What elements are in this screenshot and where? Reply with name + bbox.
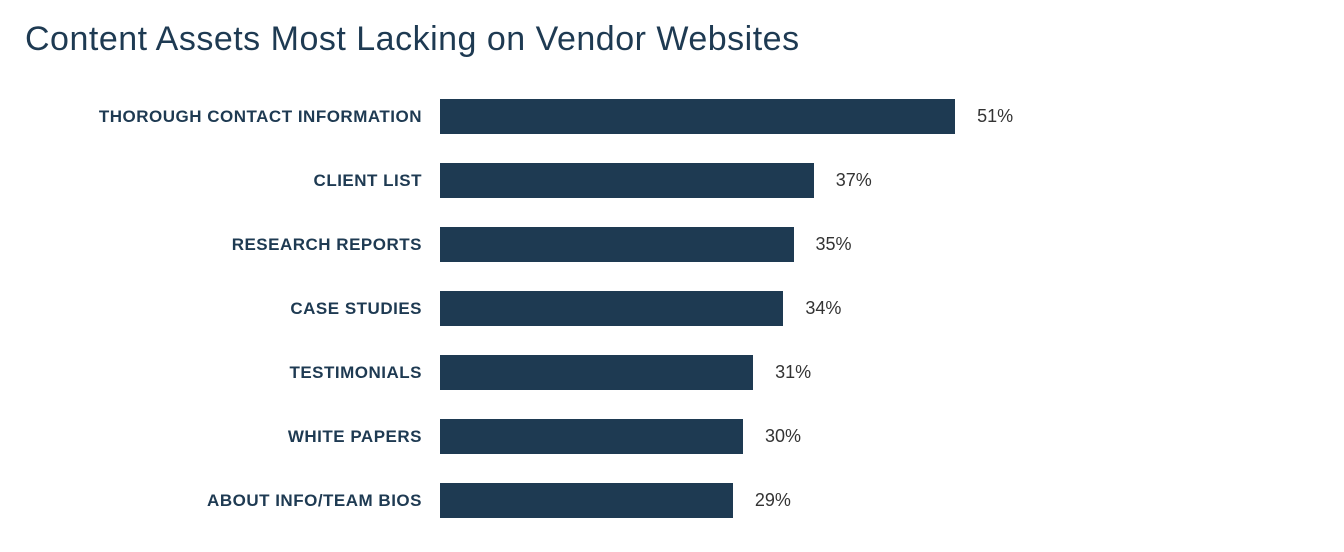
bar-row: CLIENT LIST 37% [45, 163, 1319, 198]
bar-value: 51% [977, 106, 1013, 127]
bar-value: 35% [816, 234, 852, 255]
bar-track: 30% [440, 419, 801, 454]
bar-fill [440, 419, 743, 454]
bar-row: ABOUT INFO/TEAM BIOS 29% [45, 483, 1319, 518]
bar-value: 31% [775, 362, 811, 383]
bar-value: 29% [755, 490, 791, 511]
bar-label: RESEARCH REPORTS [45, 235, 440, 255]
bar-value: 34% [805, 298, 841, 319]
bar-label: TESTIMONIALS [45, 363, 440, 383]
bar-row: TESTIMONIALS 31% [45, 355, 1319, 390]
bar-value: 37% [836, 170, 872, 191]
bar-row: CASE STUDIES 34% [45, 291, 1319, 326]
bar-track: 37% [440, 163, 872, 198]
bar-track: 35% [440, 227, 852, 262]
bars-container: THOROUGH CONTACT INFORMATION 51% CLIENT … [25, 99, 1319, 518]
bar-label: ABOUT INFO/TEAM BIOS [45, 491, 440, 511]
bar-fill [440, 483, 733, 518]
chart-title: Content Assets Most Lacking on Vendor We… [25, 20, 1319, 59]
bar-label: THOROUGH CONTACT INFORMATION [45, 107, 440, 127]
bar-label: WHITE PAPERS [45, 427, 440, 447]
bar-row: RESEARCH REPORTS 35% [45, 227, 1319, 262]
bar-fill [440, 227, 794, 262]
bar-fill [440, 163, 814, 198]
bar-row: THOROUGH CONTACT INFORMATION 51% [45, 99, 1319, 134]
bar-fill [440, 291, 783, 326]
bar-fill [440, 99, 955, 134]
bar-track: 51% [440, 99, 1013, 134]
bar-value: 30% [765, 426, 801, 447]
bar-track: 29% [440, 483, 791, 518]
bar-fill [440, 355, 753, 390]
bar-label: CLIENT LIST [45, 171, 440, 191]
bar-track: 34% [440, 291, 841, 326]
bar-label: CASE STUDIES [45, 299, 440, 319]
bar-track: 31% [440, 355, 811, 390]
bar-row: WHITE PAPERS 30% [45, 419, 1319, 454]
